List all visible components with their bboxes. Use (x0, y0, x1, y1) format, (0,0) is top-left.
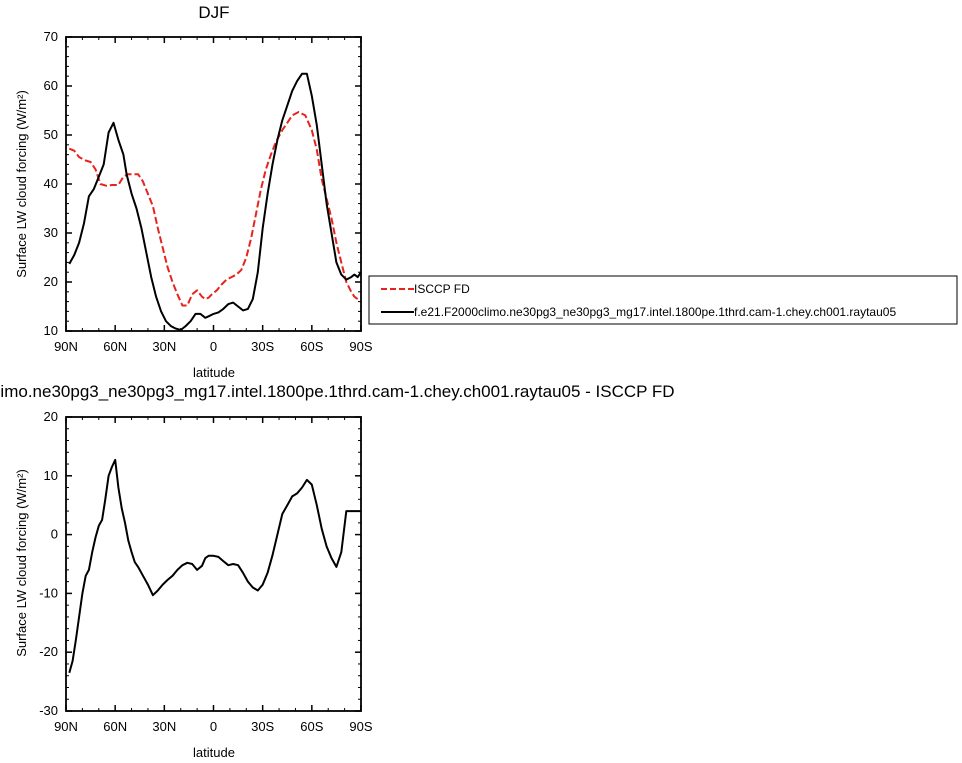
bottom-x-tick-label: 60S (300, 719, 323, 734)
top-y-tick-label: 20 (44, 274, 58, 289)
top-y-axis-label: Surface LW cloud forcing (W/m²) (14, 90, 29, 278)
legend-label-isccp: ISCCP FD (414, 282, 470, 296)
top-x-tick-label: 90N (54, 339, 78, 354)
top-x-tick-label: 60S (300, 339, 323, 354)
top-y-tick-label: 60 (44, 78, 58, 93)
top-x-axis-label: latitude (193, 365, 235, 380)
bottom-y-tick-label: -20 (39, 644, 58, 659)
bottom-series (68, 458, 361, 674)
top-y-tick-label: 70 (44, 29, 58, 44)
bottom-series-line-0 (68, 458, 361, 674)
top-panel: DJF 90N 60N 30N 0 30S 60S 90S 10 20 30 40 50 60 70 la… (14, 3, 373, 380)
bottom-ticks: 90N 60N 30N 0 30S 60S 90S -30 -20 -10 0 10 20 (39, 409, 373, 734)
bottom-x-tick-label: 90S (349, 719, 372, 734)
bottom-y-tick-label: 20 (44, 409, 58, 424)
top-x-tick-label: 30S (251, 339, 274, 354)
bottom-x-tick-label: 0 (210, 719, 217, 734)
top-y-tick-label: 10 (44, 323, 58, 338)
bottom-y-tick-label: 10 (44, 468, 58, 483)
bottom-panel: f.e21.F2000climo.ne30pg3_ne30pg3_mg17.in… (0, 382, 675, 760)
top-x-tick-label: 30N (152, 339, 176, 354)
bottom-x-axis-label: latitude (193, 745, 235, 760)
top-x-tick-label: 90S (349, 339, 372, 354)
top-x-tick-label: 0 (210, 339, 217, 354)
legend: ISCCP FD f.e21.F2000climo.ne30pg3_ne30pg… (368, 275, 958, 325)
top-plot-frame (65, 36, 362, 332)
top-y-tick-label: 30 (44, 225, 58, 240)
legend-box (368, 275, 958, 325)
top-x-tick-label: 60N (103, 339, 127, 354)
top-chart-title: DJF (198, 3, 229, 22)
bottom-y-tick-label: -10 (39, 585, 58, 600)
legend-label-model: f.e21.F2000climo.ne30pg3_ne30pg3_mg17.in… (414, 305, 896, 319)
bottom-x-tick-label: 30N (152, 719, 176, 734)
bottom-chart-title: f.e21.F2000climo.ne30pg3_ne30pg3_mg17.in… (0, 382, 675, 401)
bottom-y-tick-label: 0 (51, 527, 58, 542)
bottom-y-tick-label: -30 (39, 703, 58, 718)
top-y-tick-label: 40 (44, 176, 58, 191)
bottom-x-tick-label: 90N (54, 719, 78, 734)
bottom-y-axis-label: Surface LW cloud forcing (W/m²) (14, 469, 29, 657)
bottom-x-tick-label: 60N (103, 719, 127, 734)
top-series (68, 72, 362, 331)
bottom-x-tick-label: 30S (251, 719, 274, 734)
top-series-line-1 (68, 72, 362, 331)
top-y-tick-label: 50 (44, 127, 58, 142)
top-series-line-0 (68, 111, 359, 307)
bottom-plot-frame (65, 416, 362, 712)
